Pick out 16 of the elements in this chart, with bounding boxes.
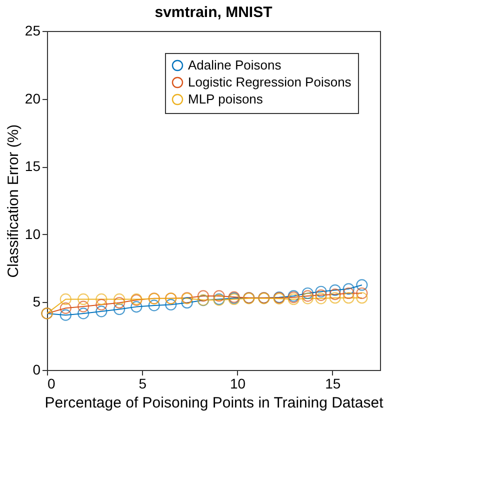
y-tick-label: 5 [32,294,41,310]
legend-label: Adaline Poisons [188,58,282,72]
legend-label: MLP poisons [188,92,264,106]
chart-title: svmtrain, MNIST [154,4,272,21]
y-tick-label: 20 [24,90,41,106]
x-axis-title: Percentage of Poisoning Points in Training Dataset [44,394,384,412]
x-tick-label: 0 [48,376,56,392]
legend-label: Logistic Regression Poisons [188,74,352,90]
x-tick-label: 15 [325,376,341,392]
y-tick-label: 25 [24,22,41,38]
x-tick-label: 5 [138,376,147,392]
x-tick-label: 10 [230,376,246,392]
y-tick-label: 15 [24,158,41,174]
y-tick-label: 0 [32,362,41,378]
y-tick-label: 10 [24,226,41,242]
y-axis-title: Classification Error (%) [4,124,22,278]
